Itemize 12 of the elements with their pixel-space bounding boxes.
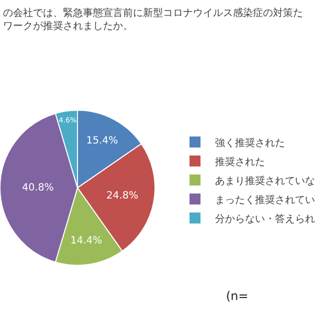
chart-title: の会社では、緊急事態宣言前に新型コロナウイルス感染症の対策たワークが推奨されましたか。: [3, 7, 304, 32]
text: (n=: [226, 289, 248, 303]
legend-label: 強く推奨された: [215, 136, 285, 149]
data-label: 40.8%: [22, 182, 54, 194]
data-label: 4.6%: [58, 116, 77, 125]
legend-label: 推奨された: [215, 156, 265, 168]
data-label: 14.4%: [70, 236, 102, 247]
legend-label: まったく推奨されてい: [215, 194, 315, 206]
data-label: 15.4%: [86, 135, 118, 146]
legend-label: あまり推奨されていな: [215, 174, 315, 187]
data-label: 24.8%: [106, 190, 138, 202]
legend-label: 分からない・答えられ: [215, 212, 315, 225]
